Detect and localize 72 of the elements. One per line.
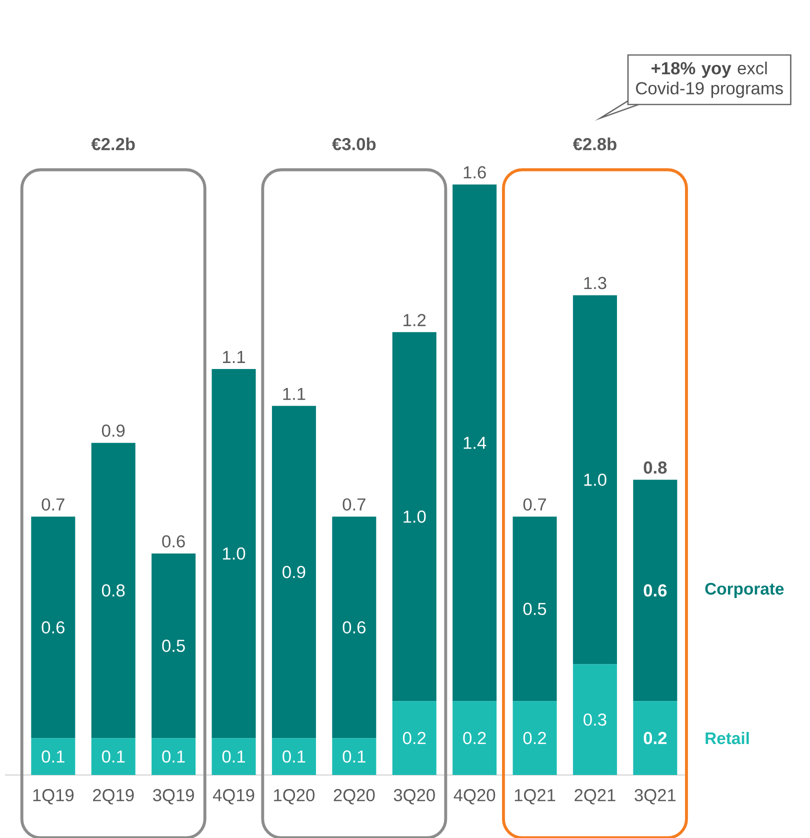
data-label: 0.1	[102, 750, 124, 763]
data-label: 0.2	[402, 732, 426, 744]
bar	[452, 701, 496, 775]
x-tick-label: 4Q20	[454, 789, 495, 804]
x-tick-label: 1Q20	[274, 789, 314, 804]
bar	[332, 516, 376, 738]
x-tick-label: 1Q19	[33, 789, 74, 804]
data-label: 0.6	[342, 621, 366, 634]
bar	[633, 701, 678, 775]
data-label: 1.4	[464, 436, 486, 449]
data-label: 1.0	[584, 474, 606, 486]
x-tick-label: 2Q20	[334, 789, 375, 804]
total-label: 0.7	[523, 498, 546, 511]
bar	[91, 738, 136, 775]
bar	[452, 184, 496, 702]
data-label: 0.1	[342, 750, 366, 763]
bar	[272, 406, 316, 738]
total-label: 1.3	[584, 276, 606, 290]
series-label: Corporate	[705, 582, 784, 598]
total-label: 0.8	[644, 461, 667, 474]
bar	[572, 295, 617, 664]
data-label: 0.5	[523, 602, 546, 616]
data-label: 0.1	[42, 750, 64, 763]
bar	[332, 738, 376, 775]
total-label: 1.6	[464, 166, 486, 178]
bar	[31, 516, 76, 738]
x-tick-label: 2Q19	[92, 789, 134, 804]
series-label: Retail	[706, 732, 749, 744]
bar	[512, 701, 557, 775]
total-label: 0.6	[162, 535, 185, 548]
total-label: 1.2	[403, 314, 426, 326]
bar	[272, 738, 316, 775]
data-label: 0.6	[644, 584, 666, 597]
bar	[212, 369, 256, 738]
bar	[212, 738, 256, 775]
data-label: 0.1	[222, 750, 245, 763]
total-label: 0.7	[42, 498, 64, 511]
x-tick-label: 1Q21	[514, 789, 555, 804]
bar	[392, 701, 436, 775]
data-label: 0.6	[42, 621, 64, 634]
data-label: 0.2	[644, 732, 666, 744]
text: €2.8b	[572, 138, 616, 150]
data-label: 0.2	[523, 732, 546, 744]
text: +18% yoy excl Covid-19 programs	[636, 62, 783, 98]
data-label: 0.1	[282, 750, 306, 763]
bar	[151, 554, 196, 738]
text: €3.0b	[332, 138, 376, 150]
x-tick-label: 3Q21	[634, 789, 676, 804]
text: €2.2b	[91, 138, 135, 150]
bar	[392, 332, 436, 702]
data-label: 0.9	[282, 566, 306, 578]
x-tick-label: 3Q20	[394, 789, 435, 804]
data-label: 0.2	[463, 732, 486, 744]
bar	[572, 664, 617, 775]
data-label: 0.8	[102, 584, 125, 597]
data-label: 0.1	[162, 750, 185, 763]
bar	[91, 442, 136, 738]
bar	[512, 516, 557, 702]
bar	[31, 738, 76, 775]
total-label: 0.7	[342, 498, 366, 511]
data-label: 0.5	[162, 640, 185, 652]
x-tick-label: 2Q21	[574, 789, 616, 804]
bar	[151, 738, 196, 775]
total-label: 1.1	[283, 388, 306, 400]
data-label: 0.3	[583, 713, 606, 726]
total-label: 1.1	[222, 351, 245, 363]
data-label: 1.0	[403, 510, 426, 523]
x-tick-label: 4Q19	[212, 789, 254, 804]
bar	[633, 480, 678, 702]
x-tick-label: 3Q19	[152, 789, 194, 804]
total-label: 0.9	[102, 424, 124, 437]
data-label: 1.0	[222, 547, 245, 560]
